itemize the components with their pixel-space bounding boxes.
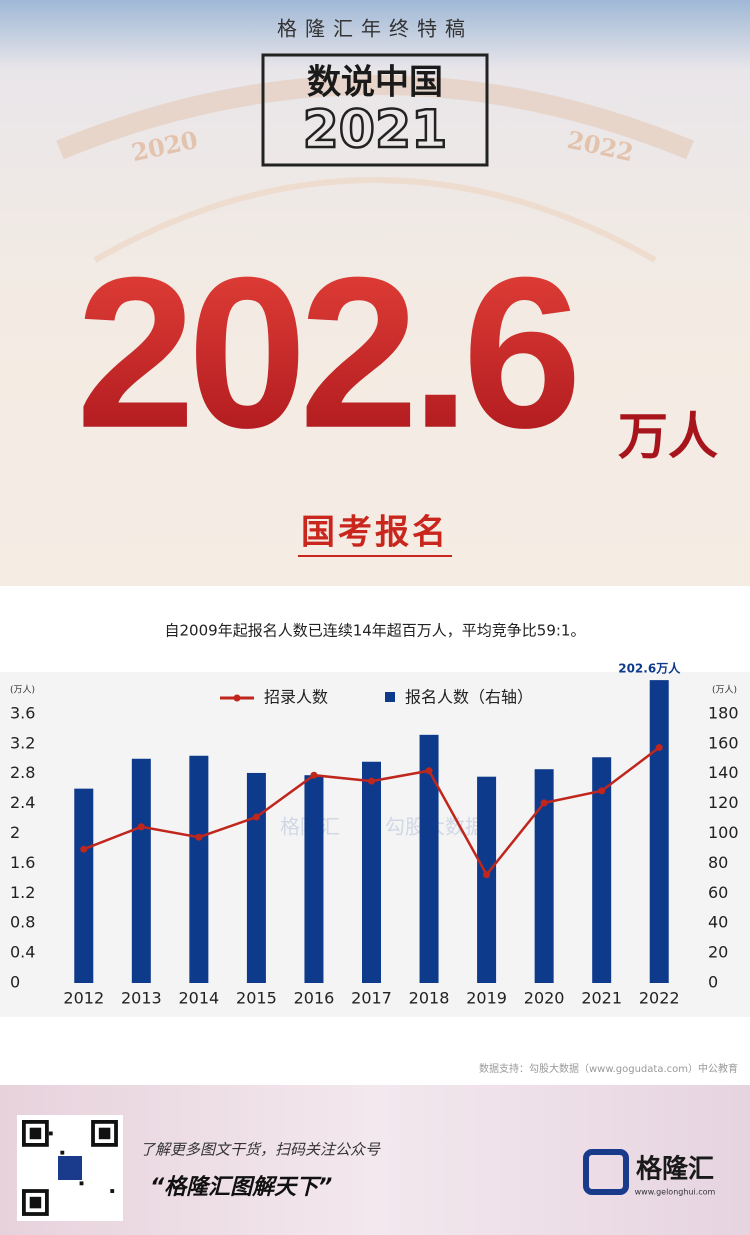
line-point <box>655 744 663 752</box>
y2-tick-label: 0 <box>708 973 718 992</box>
y-tick-label: 2 <box>10 823 20 842</box>
footer-account: “格隆汇图解天下” <box>150 1175 332 1200</box>
title-frame <box>261 53 489 167</box>
qr-finder <box>91 1120 118 1147</box>
line-point <box>80 845 88 853</box>
title: 数说中国 <box>307 63 443 103</box>
line-point <box>540 799 548 807</box>
line-point <box>252 813 260 821</box>
logo-mark <box>583 1149 629 1195</box>
x-tick-label: 2018 <box>409 989 450 1008</box>
x-tick-label: 2022 <box>639 989 680 1008</box>
y-unit: (万人) <box>10 685 35 696</box>
line-point <box>598 787 606 795</box>
x-tick-label: 2012 <box>63 989 104 1008</box>
year: 2021 <box>303 100 448 160</box>
source: 数据支持：勾股大数据（www.gogudata.com）中公教育 <box>479 1062 738 1075</box>
x-tick-label: 2015 <box>236 989 277 1008</box>
line-point <box>368 777 375 785</box>
bar <box>246 772 266 983</box>
x-tick-label: 2020 <box>524 989 565 1008</box>
legend-swatch <box>233 694 241 702</box>
legend-label: 报名人数（右轴） <box>405 688 533 707</box>
line-point <box>137 823 145 831</box>
bar <box>477 776 497 983</box>
footer-prompt: 了解更多图文干货，扫码关注公众号 <box>140 1141 381 1159</box>
y2-tick-label: 40 <box>708 913 728 932</box>
subtitle: 自2009年起报名人数已连续14年超百万人，平均竞争比59:1。 <box>165 622 586 640</box>
big-unit: 万人 <box>618 408 718 466</box>
tag: 格隆汇年终特稿 <box>277 17 473 41</box>
x-tick-label: 2017 <box>351 989 392 1008</box>
x-tick-label: 2014 <box>179 989 220 1008</box>
y2-tick-label: 60 <box>708 883 728 902</box>
bar <box>419 734 439 983</box>
dial-arc-inner <box>93 177 657 263</box>
bar <box>189 755 209 983</box>
qr-finder <box>98 1127 111 1140</box>
logo: 格隆汇 <box>636 1154 714 1185</box>
logo-site: www.gelonghui.com <box>635 1188 716 1197</box>
y-tick-label: 0 <box>10 973 20 992</box>
y2-tick-label: 80 <box>708 853 728 872</box>
legend-swatch <box>385 692 395 702</box>
y-tick-label: 3.2 <box>10 733 35 752</box>
y-tick-label: 2.8 <box>10 763 35 782</box>
bar <box>534 769 554 983</box>
y-tick-label: 3.6 <box>10 703 35 722</box>
line-point <box>195 833 203 841</box>
qr-cell <box>79 1181 84 1186</box>
dial-arc <box>56 75 694 160</box>
y-tick-label: 1.2 <box>10 883 35 902</box>
value-label: 202.6万人 <box>618 661 681 676</box>
bar <box>74 788 94 983</box>
y2-tick-label: 100 <box>708 823 739 842</box>
big-number: 202.6 <box>76 232 574 473</box>
y-tick-label: 0.4 <box>10 943 35 962</box>
y-tick-label: 0.8 <box>10 913 35 932</box>
topic: 国考报名 <box>301 513 449 553</box>
qr-finder <box>21 1120 49 1147</box>
bar <box>304 775 324 983</box>
legend-label: 招录人数 <box>264 688 328 707</box>
qr-finder <box>29 1196 42 1209</box>
qr-code <box>21 1120 118 1216</box>
bar <box>131 758 151 983</box>
qr-finder <box>29 1127 42 1140</box>
y2-tick-label: 160 <box>708 733 739 752</box>
line-point <box>310 771 318 779</box>
header-bg <box>0 0 750 586</box>
y2-tick-label: 140 <box>708 763 739 782</box>
y-tick-label: 2.4 <box>10 793 35 812</box>
x-tick-label: 2019 <box>466 989 507 1008</box>
x-tick-label: 2021 <box>581 989 622 1008</box>
qr-cell <box>48 1131 53 1136</box>
y2-tick-label: 120 <box>708 793 739 812</box>
y-tick-label: 1.6 <box>10 853 35 872</box>
line-point <box>425 767 433 775</box>
qr-logo <box>58 1156 82 1180</box>
x-tick-label: 2016 <box>294 989 335 1008</box>
y2-unit: (万人) <box>712 685 737 696</box>
bar <box>362 761 381 983</box>
bar <box>592 757 612 983</box>
qr-cell <box>60 1150 65 1155</box>
qr-cell <box>110 1189 115 1193</box>
bar <box>649 680 669 983</box>
y2-tick-label: 20 <box>708 943 728 962</box>
x-tick-label: 2013 <box>121 989 162 1008</box>
y2-tick-label: 180 <box>708 703 739 722</box>
line-point <box>483 871 491 879</box>
qr-finder <box>21 1189 49 1216</box>
